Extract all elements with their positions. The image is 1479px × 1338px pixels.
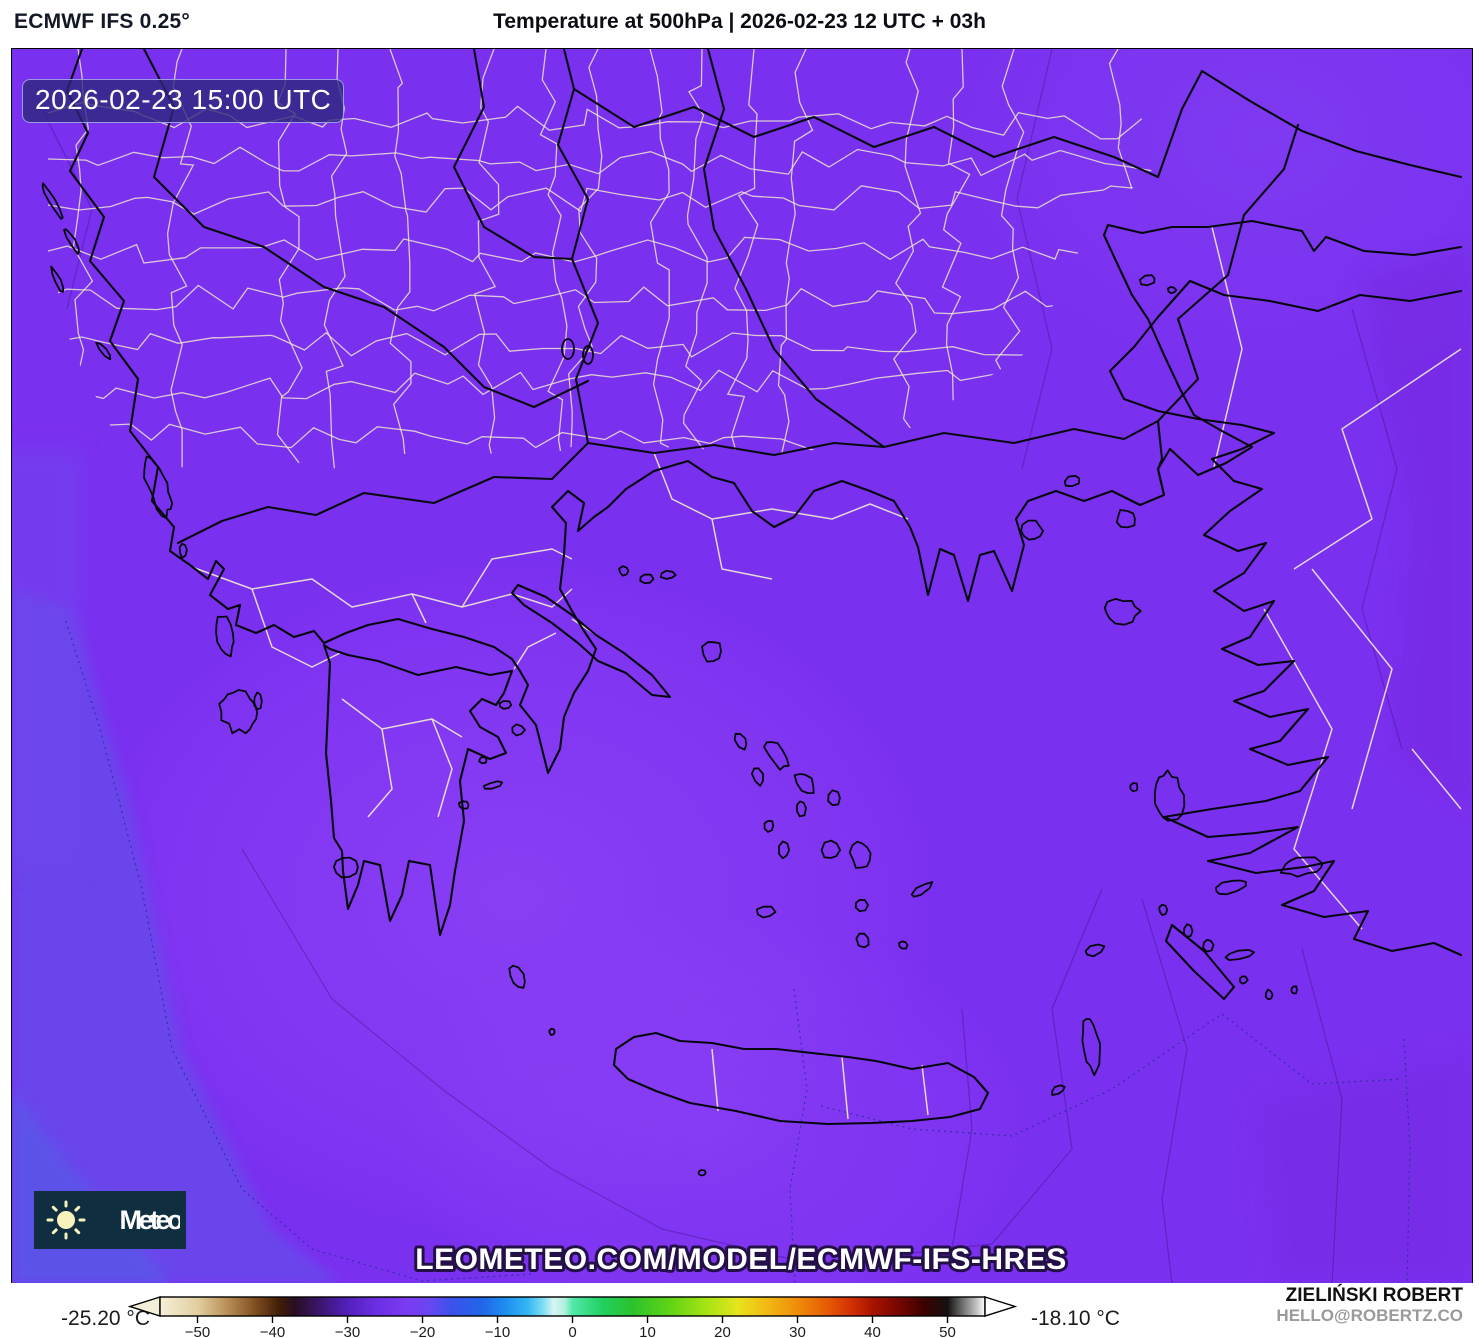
- island-outline: [827, 789, 841, 807]
- island-outline: [95, 342, 111, 361]
- colorbar-min-label: -25.20 °C: [61, 1307, 150, 1330]
- header: ECMWF IFS 0.25° Temperature at 500hPa | …: [0, 0, 1479, 48]
- island-outline: [548, 1027, 556, 1036]
- attribution: ZIELIŃSKI ROBERT HELLO@ROBERTZ.CO: [1276, 1285, 1463, 1325]
- model-label: ECMWF IFS 0.25°: [14, 10, 190, 33]
- island-outline: [855, 932, 870, 949]
- colorbar: -25.20 °C −50 −40 −30 −20 −10 0 10 20 30 40 50 -18…: [61, 1296, 1120, 1338]
- svg-text:20: 20: [714, 1324, 731, 1338]
- island-outline: [1166, 286, 1178, 295]
- island-outline: [618, 565, 630, 577]
- svg-text:50: 50: [939, 1324, 956, 1338]
- island-outline: [50, 265, 65, 293]
- island-outline: [1063, 474, 1081, 488]
- island-outline: [756, 905, 777, 919]
- island-outline: [478, 755, 488, 765]
- temperature-contours: [41, 49, 1403, 1284]
- island-outline: [793, 773, 815, 794]
- island-outline: [1279, 856, 1324, 878]
- island-outline: [1153, 769, 1186, 822]
- island-outline: [1051, 1084, 1066, 1096]
- svg-text:−10: −10: [485, 1324, 510, 1338]
- island-outline: [143, 455, 174, 519]
- svg-text:40: 40: [864, 1324, 881, 1338]
- sun-icon: [46, 1200, 86, 1240]
- svg-text:−40: −40: [260, 1324, 285, 1338]
- island-outline: [796, 800, 807, 818]
- island-outline: [898, 940, 909, 950]
- attribution-name: ZIELIŃSKI ROBERT: [1285, 1285, 1463, 1306]
- page-title: Temperature at 500hPa | 2026-02-23 12 UT…: [493, 10, 986, 33]
- island-outline: [1202, 939, 1215, 953]
- svg-text:30: 30: [789, 1324, 806, 1338]
- colorbar-gradient: [159, 1296, 986, 1317]
- weather-map: LEOMETEO.COM/MODEL/ECMWF-IFS-HRES 2026-0…: [11, 48, 1473, 1285]
- island-outline: [178, 542, 188, 559]
- island-outline: [508, 964, 526, 989]
- island-outline: [215, 615, 235, 658]
- maritime-boundaries: [65, 620, 1411, 1284]
- island-outline: [458, 800, 470, 810]
- footer: -25.20 °C −50 −40 −30 −20 −10 0 10 20 30 40 50 -18…: [0, 1283, 1479, 1338]
- colorbar-max-label: -18.10 °C: [1031, 1307, 1120, 1330]
- islands: [41, 182, 1324, 1177]
- island-outline: [659, 569, 677, 580]
- colorbar-right-arrow: [984, 1296, 1018, 1317]
- island-outline: [778, 840, 790, 860]
- island-outline: [1129, 782, 1139, 793]
- island-outline: [733, 732, 748, 751]
- island-outline: [1290, 985, 1298, 995]
- island-outline: [751, 767, 764, 787]
- island-outline: [1183, 923, 1194, 938]
- svg-text:10: 10: [639, 1324, 656, 1338]
- island-outline: [482, 780, 504, 790]
- svg-text:−20: −20: [410, 1324, 435, 1338]
- island-outline: [701, 641, 722, 663]
- country-borders: [142, 49, 1300, 545]
- island-outline: [697, 1169, 707, 1177]
- island-outline: [63, 228, 80, 255]
- timestamp-badge: 2026-02-23 15:00 UTC: [22, 79, 345, 123]
- brand-logo: Meteo: [34, 1191, 186, 1249]
- island-outline: [511, 723, 526, 737]
- watermark: LEOMETEO.COM/MODEL/ECMWF-IFS-HRES: [415, 1243, 1066, 1276]
- attribution-email: HELLO@ROBERTZ.CO: [1276, 1305, 1463, 1325]
- colorbar-ticks: −50 −40 −30 −20 −10 0 10 20 30 40 50: [185, 1316, 956, 1338]
- island-outline: [41, 182, 64, 220]
- island-outline: [763, 741, 790, 771]
- logo-text: Meteo: [119, 1204, 180, 1235]
- svg-text:−50: −50: [185, 1324, 210, 1338]
- admin-boundaries: [191, 226, 1462, 1120]
- island-outline: [820, 839, 841, 859]
- island-outline: [763, 820, 775, 833]
- map-canvas: LEOMETEO.COM/MODEL/ECMWF-IFS-HRES: [12, 49, 1472, 1284]
- island-outline: [1103, 598, 1142, 626]
- island-outline: [910, 881, 934, 898]
- island-outline: [1215, 879, 1247, 896]
- island-outline: [253, 691, 263, 710]
- island-outline: [218, 689, 259, 735]
- island-outline: [1224, 949, 1255, 961]
- island-outline: [1158, 903, 1169, 916]
- island-outline: [333, 856, 359, 879]
- island-outline: [1084, 943, 1106, 958]
- island-outline: [1264, 988, 1274, 1001]
- island-outline: [848, 840, 872, 869]
- island-outline: [1081, 1018, 1101, 1077]
- island-outline: [1115, 509, 1136, 529]
- island-outline: [1139, 274, 1156, 287]
- island-outline: [498, 700, 513, 710]
- island-outline: [639, 573, 655, 585]
- svg-text:−30: −30: [335, 1324, 360, 1338]
- island-outline: [1239, 975, 1249, 985]
- temperature-field: [12, 49, 1472, 1284]
- island-outline: [854, 899, 869, 912]
- svg-text:0: 0: [568, 1324, 576, 1338]
- island-outline: [1020, 519, 1044, 541]
